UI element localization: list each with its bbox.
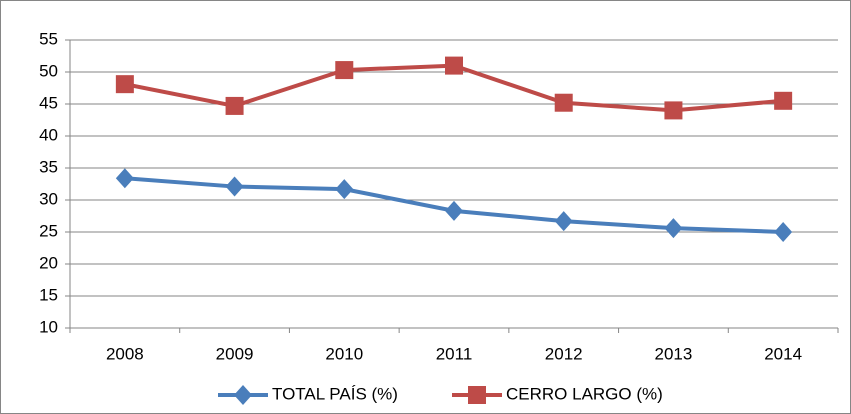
y-tick-label: 35 <box>39 157 58 176</box>
marker <box>335 179 354 200</box>
marker <box>445 200 463 221</box>
marker <box>554 211 573 232</box>
y-tick-label: 25 <box>39 221 58 240</box>
x-tick-label: 2012 <box>545 344 583 363</box>
legend-label: CERRO LARGO (%) <box>506 384 663 403</box>
y-tick-label: 55 <box>39 29 58 48</box>
x-tick-label: 2009 <box>216 344 254 363</box>
x-tick-label: 2010 <box>325 344 363 363</box>
x-tick-label: 2011 <box>436 344 473 363</box>
marker <box>664 101 683 120</box>
y-tick-label: 40 <box>39 125 58 144</box>
x-tick-label: 2013 <box>655 344 693 363</box>
y-tick-label: 45 <box>39 93 58 112</box>
y-tick-label: 30 <box>39 189 58 208</box>
marker <box>225 176 244 197</box>
marker <box>554 93 573 112</box>
y-tick-label: 50 <box>39 61 58 80</box>
y-tick-label: 20 <box>39 253 58 272</box>
legend-marker <box>468 386 486 404</box>
legend-marker <box>234 385 252 405</box>
y-tick-label: 10 <box>39 317 58 336</box>
marker <box>115 75 134 94</box>
marker <box>335 61 354 80</box>
legend-label: TOTAL PAÍS (%) <box>272 384 398 403</box>
marker <box>664 218 683 239</box>
marker <box>774 91 793 110</box>
marker <box>115 168 134 189</box>
y-tick-label: 15 <box>39 285 58 304</box>
marker <box>225 96 244 115</box>
x-tick-label: 2008 <box>106 344 144 363</box>
marker <box>445 56 463 75</box>
marker <box>774 222 793 242</box>
x-tick-label: 2014 <box>764 344 802 363</box>
